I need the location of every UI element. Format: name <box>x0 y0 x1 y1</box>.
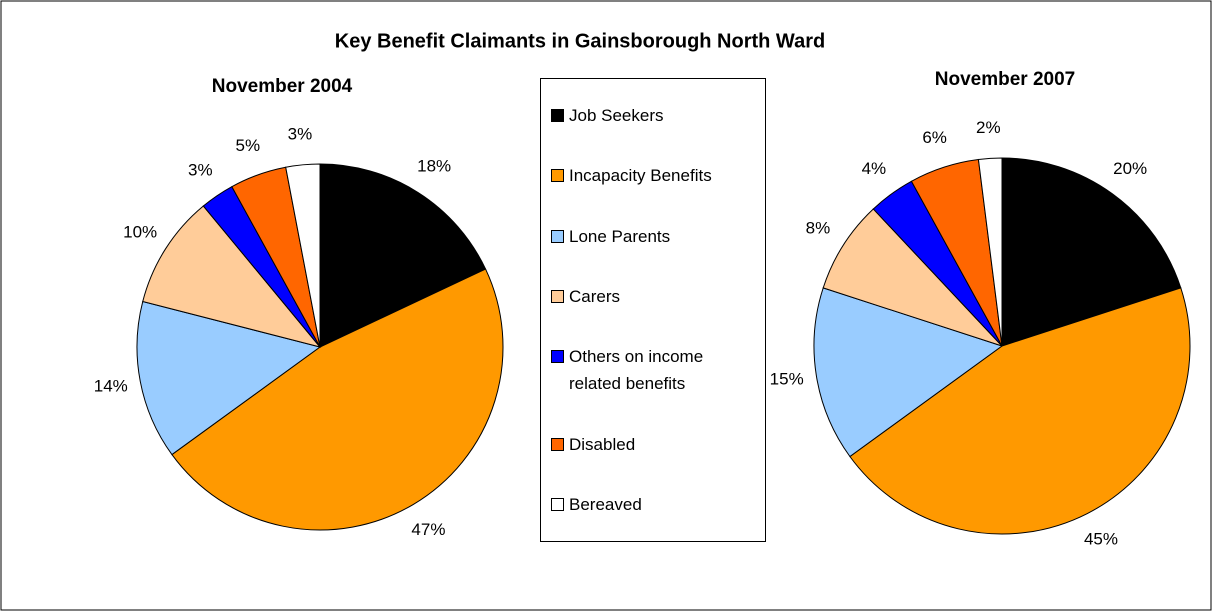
legend-swatch <box>551 229 564 243</box>
legend-entry: Incapacity Benefits <box>551 162 757 189</box>
data-label: 5% <box>236 136 261 155</box>
data-label: 47% <box>411 520 445 539</box>
pie-slice <box>319 163 487 348</box>
data-label: 2% <box>976 118 1001 137</box>
pie-slice <box>813 287 1004 458</box>
pie-slice <box>977 157 1003 347</box>
legend-swatch <box>551 437 564 451</box>
legend-label: Job Seekers <box>569 105 664 125</box>
legend-swatch <box>551 350 564 364</box>
data-label: 6% <box>922 128 947 147</box>
legend-entry: Disabled <box>551 431 757 458</box>
data-label: 14% <box>94 376 128 395</box>
legend-label: Bereaved <box>569 495 642 515</box>
pie-slice <box>822 208 1003 347</box>
legend-label: Others on income related benefits <box>569 347 704 394</box>
legend-swatch <box>551 498 564 512</box>
legend-entry: Lone Parents <box>551 223 757 250</box>
legend-swatch <box>551 169 564 183</box>
legend-entry: Job Seekers <box>551 102 757 129</box>
legend: Job Seekers Incapacity Benefits Lone Paren… <box>540 78 766 542</box>
legend-label: Incapacity Benefits <box>569 166 712 186</box>
pie-slice <box>136 300 322 456</box>
legend-label: Disabled <box>569 434 636 454</box>
pie-slice <box>1001 157 1182 347</box>
data-label: 10% <box>123 222 157 241</box>
chart-title: Key Benefit Claimants in Gainsborough No… <box>335 30 825 52</box>
data-label: 8% <box>806 219 831 238</box>
data-label: 4% <box>862 159 887 178</box>
data-label: 15% <box>770 370 804 389</box>
legend-entry: Bereaved <box>551 491 757 518</box>
pie-slice <box>142 205 322 348</box>
legend-entry: Carers <box>551 283 757 310</box>
pie-title: November 2004 <box>212 76 353 97</box>
legend-label: Carers <box>569 286 621 306</box>
legend-swatch <box>551 289 564 303</box>
legend-entry: Others on income related benefits <box>551 343 757 397</box>
data-label: 20% <box>1113 159 1147 178</box>
pie-slice <box>849 287 1191 535</box>
data-label: 45% <box>1084 530 1118 549</box>
pie-title: November 2007 <box>935 69 1075 90</box>
pie-slice <box>171 268 504 531</box>
data-label: 18% <box>417 157 451 176</box>
pie-slice <box>285 163 321 348</box>
data-label: 3% <box>188 160 213 179</box>
legend-swatch <box>551 108 564 122</box>
legend-label: Lone Parents <box>569 226 671 246</box>
data-label: 3% <box>288 124 313 143</box>
